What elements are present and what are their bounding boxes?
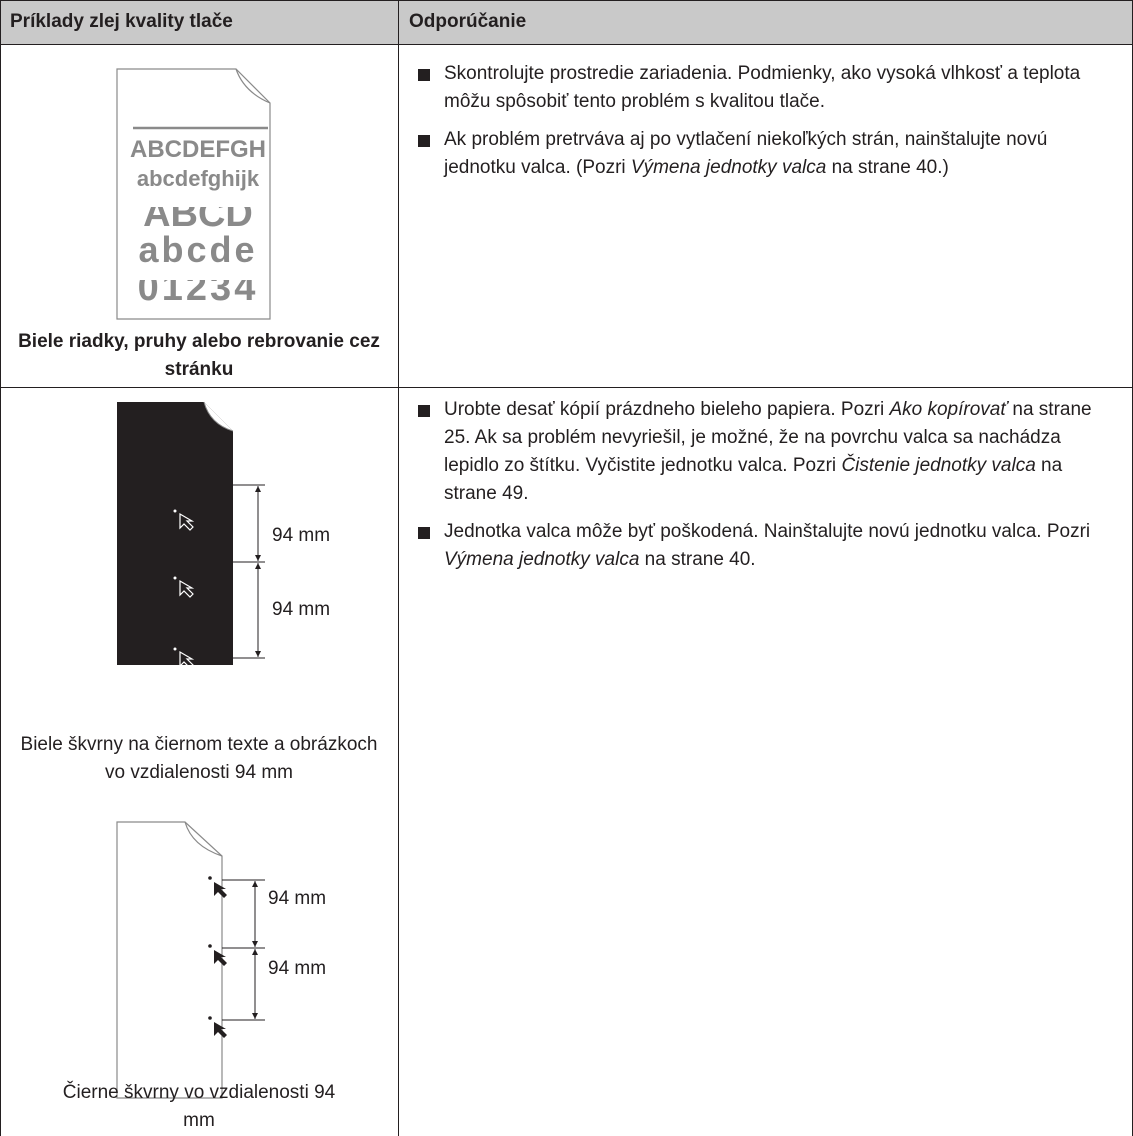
text: Urobte desať kópií prázdneho bieleho pap… xyxy=(444,399,890,420)
text: na strane 49. xyxy=(444,455,1063,504)
border xyxy=(0,0,1,1136)
dimension-label: 94 mm xyxy=(272,525,330,546)
text: na strane 40. xyxy=(639,549,756,570)
text: Ako kopírovať xyxy=(889,399,1008,420)
header-cell: Príklady zlej kvality tlače xyxy=(10,11,233,32)
dimension-label: 94 mm xyxy=(268,958,326,979)
bullet: Urobte desať kópií prázdneho bieleho pap… xyxy=(418,396,1118,508)
sample-text: ABCDEFGH xyxy=(130,136,266,163)
text: na strane 40.) xyxy=(826,157,949,178)
text: na strane 25. Ak sa problém nevyriešil, … xyxy=(444,399,1092,476)
bullet-list: Urobte desať kópií prázdneho bieleho pap… xyxy=(418,396,1118,584)
dimension-label: 94 mm xyxy=(268,888,326,909)
sample-text: abcde xyxy=(138,229,257,270)
text: Čistenie jednotky valca xyxy=(841,455,1036,476)
text: Ak problém pretrváva aj po vytlačení nie… xyxy=(444,129,1048,178)
sample-text: 01234 xyxy=(138,267,259,309)
dimension-label: 94 mm xyxy=(272,599,330,620)
text: Výmena jednotky valca xyxy=(444,549,640,570)
sample-illustration: ABCDEFGH abcdefghijk ABCD abcde 01234 xyxy=(116,68,271,320)
text: Jednotka valca môže byť poškodená. Nainš… xyxy=(444,521,1091,542)
text: Skontrolujte prostredie zariadenia. Podm… xyxy=(444,63,1081,112)
bullet: Jednotka valca môže byť poškodená. Nainš… xyxy=(418,518,1118,574)
caption: Biele škvrny na čiernom texte a obrázkoc… xyxy=(20,734,378,783)
text: Výmena jednotky valca xyxy=(630,157,827,178)
bullet: Ak problém pretrváva aj po vytlačení nie… xyxy=(418,126,1118,182)
header-bg xyxy=(0,0,1133,44)
sample-text: ABCD xyxy=(143,193,253,235)
bullet-list: Skontrolujte prostredie zariadenia. Podm… xyxy=(418,60,1118,192)
border xyxy=(0,0,1133,1)
caption: Čierne škvrny vo vzdialenosti 94 mm xyxy=(62,1082,336,1131)
border xyxy=(398,0,399,1136)
header-cell: Odporúčanie xyxy=(409,11,527,32)
illustrations: 94 mm 94 mm 94 mm 94 mm xyxy=(116,401,330,1099)
border xyxy=(0,387,1133,388)
sample-text: abcdefghijk xyxy=(137,166,260,191)
border xyxy=(0,44,1133,45)
bullet: Skontrolujte prostredie zariadenia. Podm… xyxy=(418,60,1118,116)
caption: Biele riadky, pruhy alebo rebrovanie cez… xyxy=(18,331,380,380)
